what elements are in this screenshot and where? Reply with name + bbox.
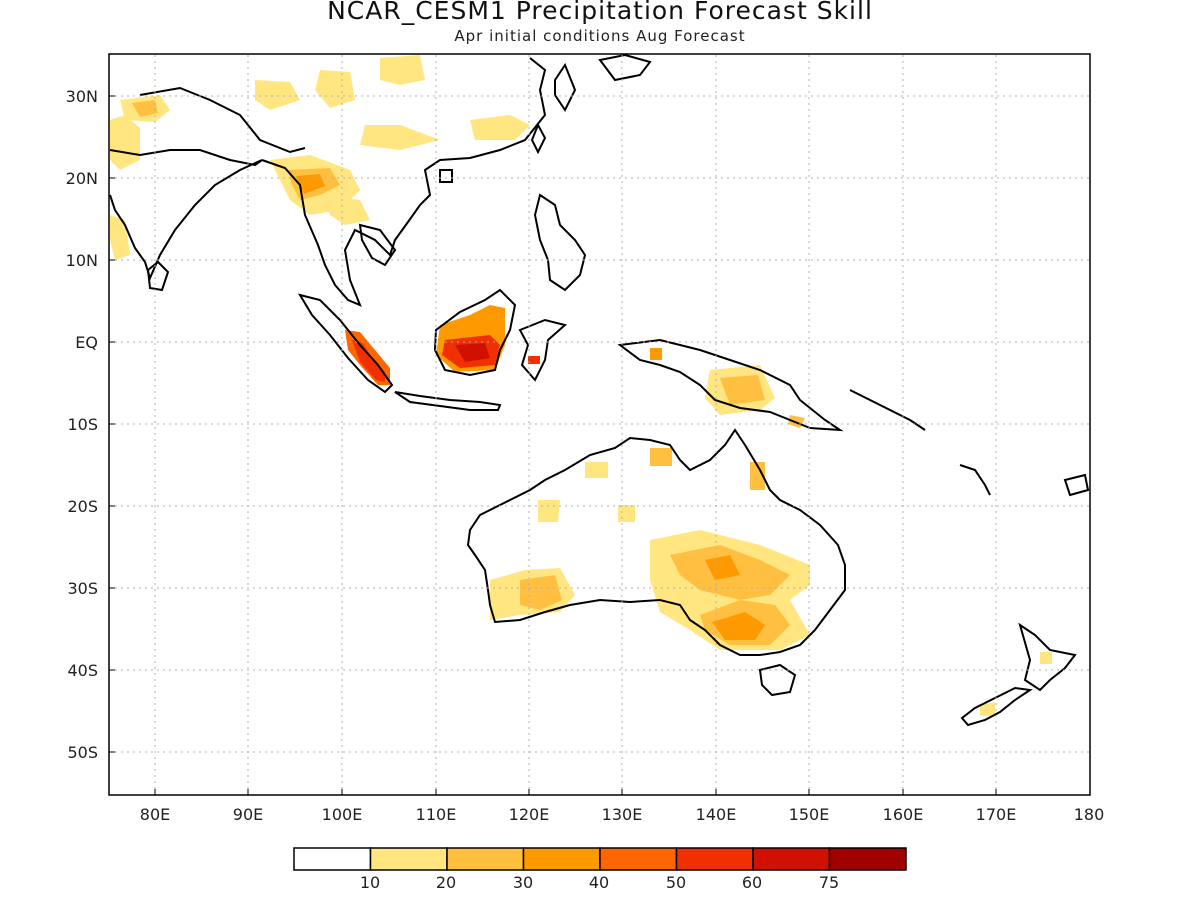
lat-label: 50S <box>67 743 98 762</box>
lon-label: 80E <box>140 805 170 824</box>
colorbar-label: 75 <box>819 873 839 892</box>
colorbar-swatch <box>675 847 754 871</box>
coastlines <box>109 53 1090 727</box>
lon-label: 170E <box>976 805 1017 824</box>
lon-label: 100E <box>322 805 363 824</box>
lon-label: 130E <box>602 805 643 824</box>
colorbar-swatch <box>599 847 678 871</box>
lat-label: 40S <box>67 661 98 680</box>
lat-label: 30S <box>67 579 98 598</box>
map-subtitle: Apr initial conditions Aug Forecast <box>454 27 746 45</box>
lon-label: 120E <box>509 805 550 824</box>
lat-label: 30N <box>66 87 98 106</box>
colorbar-swatch <box>293 847 372 871</box>
lat-label: 10N <box>66 251 98 270</box>
lon-label: 160E <box>883 805 924 824</box>
colorbar-label: 40 <box>589 873 609 892</box>
lon-label: 140E <box>696 805 737 824</box>
colorbar-label: 60 <box>742 873 762 892</box>
colorbar-label: 30 <box>513 873 533 892</box>
colorbar-label: 50 <box>666 873 686 892</box>
lon-labels: 80E 90E 100E 110E 120E 130E 140E 150E 16… <box>140 805 1105 824</box>
graticule <box>109 55 1089 795</box>
lon-label: 150E <box>789 805 830 824</box>
colorbar: 10 20 30 40 50 60 75 <box>293 847 907 892</box>
colorbar-label: 10 <box>360 873 380 892</box>
colorbar-label: 20 <box>436 873 456 892</box>
tick-marks <box>109 95 997 795</box>
colorbar-swatch <box>369 847 448 871</box>
colorbar-swatch <box>522 847 601 871</box>
lon-label: 180 <box>1074 805 1105 824</box>
lon-label: 110E <box>416 805 457 824</box>
skill-shading <box>110 55 1052 716</box>
map-title: NCAR_CESM1 Precipitation Forecast Skill <box>327 0 873 25</box>
colorbar-swatch <box>752 847 831 871</box>
lon-label: 90E <box>233 805 263 824</box>
lat-label: 20N <box>66 169 98 188</box>
lat-label: 20S <box>67 497 98 516</box>
colorbar-swatch <box>446 847 525 871</box>
lat-labels: 30N 20N 10N EQ 10S 20S 30S 40S 50S <box>66 87 98 762</box>
lat-label: EQ <box>75 333 98 352</box>
lat-label: 10S <box>67 415 98 434</box>
colorbar-swatch <box>828 847 907 871</box>
